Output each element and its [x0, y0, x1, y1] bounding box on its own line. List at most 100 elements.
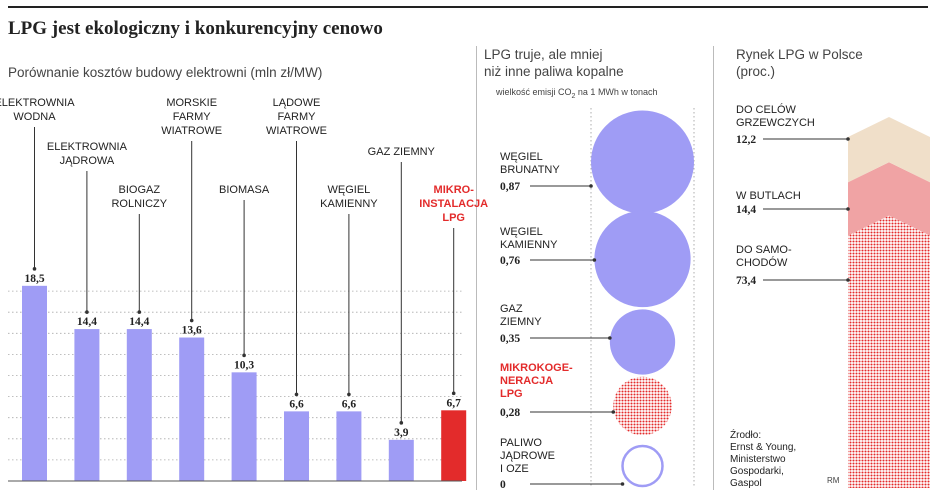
- author-credit: RM: [827, 476, 840, 485]
- value-label: 0,76: [500, 255, 520, 267]
- bubble: [591, 110, 694, 214]
- category-label: WĘGIEL: [500, 226, 543, 238]
- value-label: 6,6: [289, 398, 304, 410]
- value-label: 18,5: [24, 273, 44, 285]
- category-label: KAMIENNY: [500, 239, 558, 251]
- bar-chart-subtitle: Porównanie kosztów budowy elektrowni (ml…: [8, 65, 323, 80]
- value-label: 0: [500, 479, 506, 491]
- panel-divider-1: [476, 46, 477, 490]
- leader-dot: [451, 391, 456, 396]
- value-label: 73,4: [736, 275, 756, 287]
- category-label: PALIWO: [500, 437, 542, 449]
- leader-dot: [589, 184, 593, 188]
- value-label: 14,4: [129, 316, 149, 328]
- segment-heating: [848, 117, 930, 183]
- bar: [441, 410, 467, 481]
- value-label: 6,7: [447, 397, 462, 409]
- leader-dot: [347, 392, 351, 397]
- bubble-subtitle-line2: niż inne paliwa kopalne: [484, 64, 624, 79]
- value-label: 6,6: [342, 398, 357, 410]
- bubble: [609, 309, 676, 375]
- category-label: JĄDROWE: [500, 450, 555, 462]
- leader-dot: [611, 410, 616, 414]
- bar: [388, 439, 414, 481]
- category-label: LPG: [500, 388, 523, 400]
- category-label: INSTALACJA: [419, 198, 488, 210]
- category-label: DO CELÓW: [736, 103, 797, 116]
- source-line: Ministerstwo: [730, 454, 786, 465]
- leader-dot: [846, 137, 850, 141]
- bar-chart: ELEKTROWNIA WODNA 18,5 ELEKTROWNIA JĄDROWA 14…: [0, 97, 488, 482]
- category-label: LPG: [442, 212, 465, 224]
- category-label: W BUTLACH: [736, 190, 801, 202]
- source-line: Gaspol: [730, 478, 762, 489]
- leader-dot: [846, 278, 850, 282]
- leader-dot: [620, 482, 625, 486]
- note-text-a: wielkość emisji CO: [496, 87, 572, 97]
- value-label: 0,28: [500, 407, 520, 419]
- category-label: GAZ ZIEMNY: [368, 146, 436, 158]
- panel-divider-2: [713, 46, 714, 490]
- leader-dot: [608, 336, 612, 340]
- source-line: Gospodarki,: [730, 466, 784, 477]
- leader-dot: [85, 310, 89, 314]
- value-label: 14,4: [736, 204, 756, 216]
- value-label: 10,3: [234, 359, 254, 371]
- category-label: BIOMASA: [219, 184, 270, 196]
- category-label: MIKROKOGE-: [500, 362, 573, 374]
- bar: [74, 329, 100, 481]
- category-label: DO SAMO-: [736, 244, 792, 256]
- category-label: GRZEWCZYCH: [736, 117, 815, 129]
- value-label: 13,6: [182, 325, 202, 337]
- value-label: 3,9: [394, 427, 409, 439]
- category-label: ELEKTROWNIA: [0, 97, 75, 109]
- bar: [284, 411, 309, 481]
- note-text-b: na 1 MWh w tonach: [575, 87, 658, 97]
- value-label: 12,2: [736, 134, 756, 146]
- leader-dot: [32, 267, 37, 271]
- category-label: KAMIENNY: [320, 198, 378, 210]
- category-label: LĄDOWE: [273, 97, 321, 109]
- category-label: WIATROWE: [266, 125, 327, 137]
- market-chart-subtitle: Rynek LPG w Polsce (proc.): [736, 46, 863, 80]
- category-label: WĘGIEL: [328, 184, 371, 196]
- market-subtitle-line1: Rynek LPG w Polsce: [736, 47, 863, 62]
- category-label: GAZ: [500, 303, 523, 315]
- leader-dot: [399, 421, 404, 425]
- bubble: [621, 444, 664, 488]
- bubble-subtitle-line1: LPG truje, ale mniej: [484, 47, 603, 62]
- category-label: BRUNATNY: [500, 164, 560, 176]
- bar: [22, 285, 47, 481]
- segment-bottled: [848, 162, 930, 236]
- value-label: 0,87: [500, 181, 520, 193]
- leader-dot: [242, 353, 246, 358]
- category-label: FARMY: [173, 111, 212, 123]
- leader-dot: [294, 392, 299, 397]
- leader-dot: [592, 258, 597, 262]
- bubble-chart: WĘGIELBRUNATNY0,87WĘGIELKAMIENNY0,76GAZZ…: [500, 108, 695, 491]
- bubble-chart-subtitle: LPG truje, ale mniej niż inne paliwa kop…: [484, 46, 624, 80]
- leader-dot: [189, 318, 194, 323]
- bar: [179, 337, 205, 481]
- category-label: MORSKIE: [166, 97, 217, 109]
- segment-auto: [848, 215, 930, 488]
- category-label: ELEKTROWNIA: [47, 141, 128, 153]
- bubble: [613, 376, 672, 436]
- bar: [336, 411, 362, 481]
- value-label: 14,4: [77, 316, 97, 328]
- bubble: [594, 210, 691, 308]
- category-label: ROLNICZY: [111, 198, 167, 210]
- source-line: Ernst & Young,: [730, 442, 797, 453]
- category-label: BIOGAZ: [119, 184, 161, 196]
- category-label: CHODÓW: [736, 256, 788, 269]
- emission-unit-note: wielkość emisji CO2 na 1 MWh w tonach: [496, 87, 657, 100]
- bar: [126, 329, 152, 481]
- category-label: FARMY: [278, 111, 317, 123]
- leader-dot: [137, 310, 142, 314]
- category-label: I OZE: [500, 463, 529, 475]
- value-label: 0,35: [500, 333, 520, 345]
- category-label: WODNA: [13, 111, 56, 123]
- category-label: NERACJA: [500, 375, 553, 387]
